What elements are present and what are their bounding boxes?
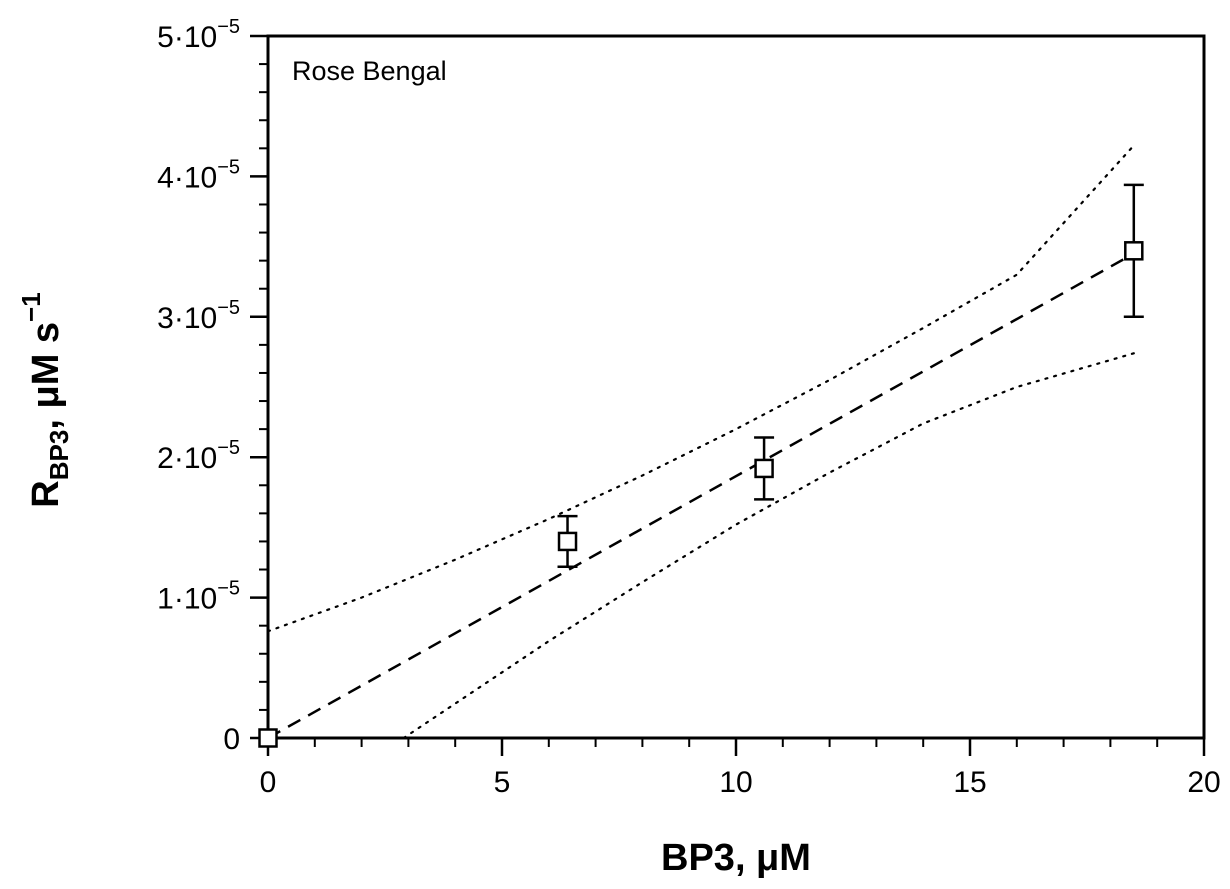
data-point — [754, 436, 775, 501]
x-tick-label: 15 — [953, 766, 986, 799]
y-axis-label: RBP3, μM s−1 — [16, 292, 74, 507]
y-tick-mantissa: 3·10 — [157, 302, 217, 335]
x-tick-label: 5 — [494, 766, 511, 799]
y-tick-exponent: −5 — [217, 297, 240, 319]
plot-frame — [266, 34, 1206, 740]
fit-line — [267, 252, 1135, 740]
data-marker — [754, 458, 774, 479]
y-tick-mantissa: 2·10 — [157, 442, 217, 475]
confidence-band-upper — [266, 144, 1135, 633]
y-tick-label: 5·10−5 — [157, 16, 240, 54]
y-tick-exponent: −5 — [217, 16, 240, 38]
annotation-label: Rose Bengal — [292, 56, 447, 86]
data-point — [258, 728, 278, 748]
y-tick-exponent: −5 — [217, 578, 240, 600]
y-axis-label-main: R — [25, 480, 67, 507]
confidence-band-lower — [402, 352, 1135, 740]
data-point — [1123, 183, 1144, 319]
fit-curves — [266, 144, 1135, 740]
y-tick-label: 0 — [223, 723, 240, 756]
y-axis-label-sub: BP3 — [44, 430, 74, 481]
y-tick-label: 2·10−5 — [157, 437, 240, 475]
y-tick-mantissa: 1·10 — [157, 583, 217, 616]
data-marker — [1124, 241, 1144, 261]
y-tick-label: 1·10−5 — [157, 578, 240, 616]
y-tick-label: 4·10−5 — [157, 156, 240, 194]
y-axis-label-sup: −1 — [16, 292, 46, 322]
x-tick-label: 10 — [719, 766, 752, 799]
y-tick-mantissa: 4·10 — [157, 161, 217, 194]
y-tick-mantissa: 0 — [223, 723, 240, 756]
data-points — [258, 183, 1144, 748]
y-axis-label-rest: , μM s — [25, 322, 67, 430]
x-tick-label: 0 — [260, 766, 277, 799]
data-marker — [258, 728, 278, 748]
data-point — [557, 514, 578, 568]
x-tick-label: 20 — [1187, 766, 1220, 799]
x-axis-label: BP3, μM — [661, 837, 811, 879]
data-marker — [557, 531, 578, 552]
y-tick-label: 3·10−5 — [157, 297, 240, 335]
y-tick-mantissa: 5·10 — [157, 21, 217, 54]
axis-ticks — [250, 34, 1206, 756]
y-tick-exponent: −5 — [217, 156, 240, 178]
y-tick-exponent: −5 — [217, 437, 240, 459]
